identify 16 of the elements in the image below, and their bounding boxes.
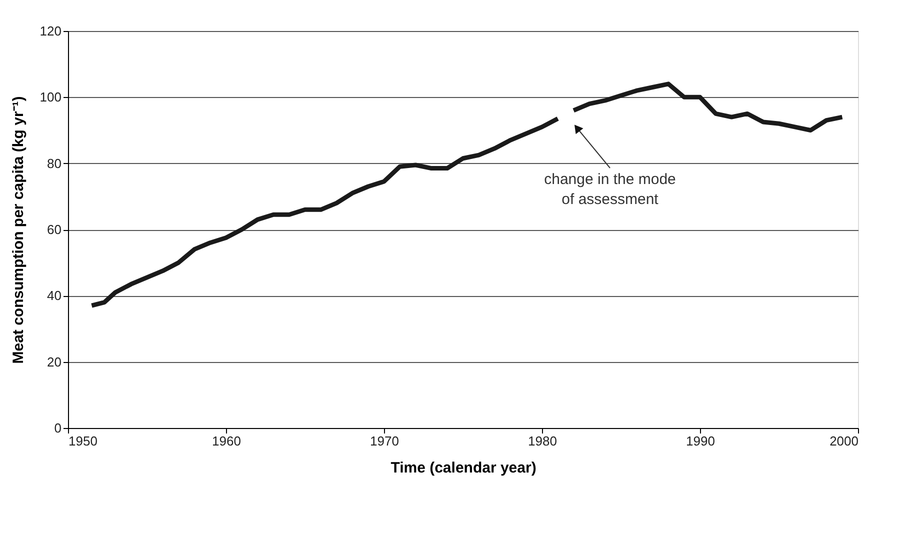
y-tick-label: 40 <box>47 288 62 304</box>
y-axis-title: Meat consumption per capita (kg yr⁻¹) <box>10 96 27 364</box>
annotation: change in the mode of assessment <box>544 171 676 208</box>
x-tick-label: 1960 <box>212 434 241 448</box>
y-tick-label: 60 <box>47 222 62 237</box>
x-tick-label: 1980 <box>528 434 557 448</box>
y-tick-label: 100 <box>40 90 62 105</box>
x-tick-label: 1970 <box>370 434 399 448</box>
y-tick-label: 20 <box>47 354 62 370</box>
x-tick-label: 1950 <box>68 434 98 448</box>
y-tick-label: 120 <box>40 24 62 38</box>
x-axis-title: Time (calendar year) <box>390 460 536 476</box>
x-tick-label: 1990 <box>686 434 715 448</box>
y-tick-label: 80 <box>47 156 62 171</box>
x-tick-label: 2000 <box>830 434 858 448</box>
y-tick-label: 0 <box>54 420 62 436</box>
